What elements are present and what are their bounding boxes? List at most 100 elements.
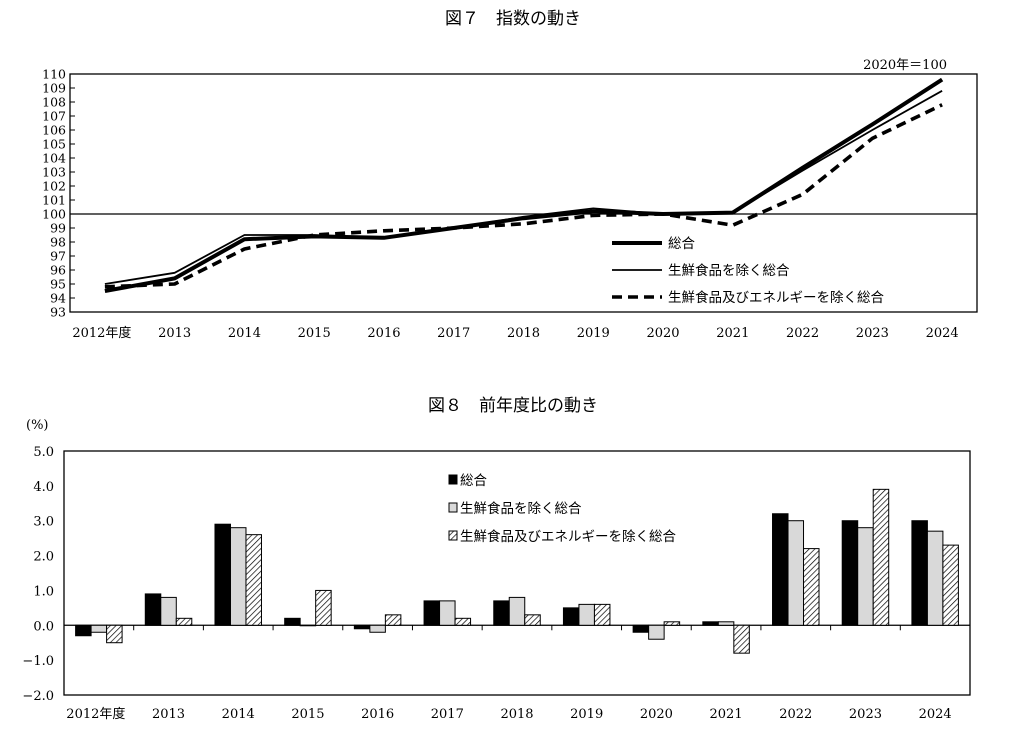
chart2-title: 図８ 前年度比の動き [428, 396, 598, 416]
chart2-yoy-bars: −2.0 −1.0 0.0 1.0 2.0 3.0 4.0 5.0 2012年度 2013 2014… [22, 445, 971, 722]
x-tick-label: 2014 [228, 326, 261, 341]
y-tick-label: 105 [42, 137, 66, 152]
bar-series-1 [423, 600, 441, 626]
x-tick-label: 2018 [500, 707, 533, 722]
bar-series-1 [144, 593, 162, 626]
bar-series-2 [787, 520, 805, 626]
bar-series-1 [353, 624, 371, 630]
y-tick-label: 102 [42, 179, 66, 194]
bar-series-1 [284, 617, 301, 626]
x-tick-label: 2018 [507, 326, 540, 341]
series-line-2 [104, 90, 943, 285]
y-tick-label: 98 [50, 235, 66, 250]
bar-series-3 [245, 534, 262, 626]
bar-series-1 [493, 600, 510, 626]
y-tick-label: 100 [42, 207, 66, 222]
legend-swatch [448, 530, 458, 541]
x-tick-label: 2013 [152, 707, 185, 722]
bar-series-2 [160, 596, 177, 626]
chart1-title: 図７ 指数の動き [445, 9, 581, 29]
x-tick-label: 2015 [291, 707, 324, 722]
y-tick-label: 93 [50, 305, 66, 320]
bar-series-1 [772, 513, 789, 626]
bar-series-2 [926, 530, 944, 626]
bar-series-2 [648, 624, 665, 640]
y-tick-label: 96 [50, 263, 66, 278]
bar-series-2 [578, 603, 595, 626]
y-tick-label: 95 [50, 277, 66, 292]
y-tick-label: −2.0 [22, 689, 54, 704]
x-tick-label: 2024 [926, 326, 959, 341]
plot-area [69, 73, 978, 313]
bar-series-1 [632, 624, 650, 633]
bar-series-2 [439, 600, 456, 626]
y-tick-label: 106 [42, 123, 66, 138]
x-tick-label: 2020 [646, 326, 679, 341]
y-tick-label: −1.0 [22, 654, 54, 669]
x-tick-label: 2012年度 [72, 325, 131, 341]
bar-series-3 [524, 614, 541, 626]
bar-series-2 [299, 624, 317, 627]
x-tick-label: 2019 [570, 707, 603, 722]
y-tick-label: 108 [42, 95, 66, 110]
x-tick-label: 2023 [856, 326, 889, 341]
y-tick-label: 4.0 [33, 480, 54, 495]
legend-swatch [448, 474, 458, 485]
bar-series-1 [911, 520, 928, 626]
x-tick-label: 2020 [640, 707, 673, 722]
legend-label: 総合 [668, 236, 696, 252]
legend-label: 生鮮食品を除く総合 [460, 500, 582, 517]
x-tick-label: 2019 [577, 326, 610, 341]
y-tick-label: 1.0 [33, 584, 54, 599]
bar-series-2 [508, 596, 526, 626]
bar-series-3 [454, 617, 472, 626]
bar-series-2 [717, 621, 735, 626]
x-tick-label: 2017 [437, 326, 470, 341]
series-line-1 [104, 77, 944, 293]
y-tick-label: 107 [42, 109, 66, 124]
bar-series-3 [803, 548, 820, 626]
x-tick-label: 2021 [716, 326, 749, 341]
x-tick-label: 2017 [431, 707, 464, 722]
x-tick-label: 2022 [786, 326, 819, 341]
y-tick-label: 5.0 [33, 445, 54, 460]
bar-series-3 [593, 603, 611, 626]
bar-series-3 [733, 624, 750, 654]
chart1-note: 2020年＝100 [863, 58, 947, 73]
y-tick-label: 109 [42, 81, 66, 96]
series-line-3 [104, 103, 943, 289]
bar-series-2 [369, 624, 386, 633]
x-tick-label: 2023 [849, 707, 882, 722]
chart1-index-lines: 9394959697989910010110210310410510610710… [42, 67, 978, 341]
y-tick-label: 97 [50, 249, 66, 264]
y-tick-label: 2.0 [33, 550, 54, 565]
bar-series-3 [384, 614, 402, 626]
bar-series-3 [663, 621, 681, 626]
y-tick-label: 99 [50, 221, 66, 236]
x-tick-label: 2013 [158, 326, 191, 341]
x-tick-label: 2014 [222, 707, 255, 722]
plot-area [63, 450, 971, 696]
bar-series-3 [175, 617, 193, 626]
legend-label: 生鮮食品及びエネルギーを除く総合 [460, 528, 676, 545]
bar-series-3 [315, 589, 332, 626]
x-tick-label: 2016 [367, 326, 400, 341]
x-tick-label: 2012年度 [66, 706, 125, 722]
x-tick-label: 2016 [361, 707, 394, 722]
bar-series-3 [872, 488, 890, 626]
x-tick-label: 2021 [710, 707, 743, 722]
chart2-ylabel: (%) [26, 418, 49, 433]
y-tick-label: 104 [42, 151, 66, 166]
bar-series-2 [857, 527, 874, 626]
bar-series-1 [841, 520, 859, 626]
y-tick-label: 101 [42, 193, 66, 208]
bar-series-1 [75, 624, 92, 637]
bar-series-3 [106, 624, 123, 644]
bar-series-2 [229, 527, 247, 626]
bar-series-1 [214, 523, 231, 626]
bar-series-1 [702, 621, 719, 626]
y-tick-label: 103 [42, 165, 66, 180]
y-tick-label: 94 [50, 291, 66, 306]
bar-series-2 [90, 624, 108, 633]
